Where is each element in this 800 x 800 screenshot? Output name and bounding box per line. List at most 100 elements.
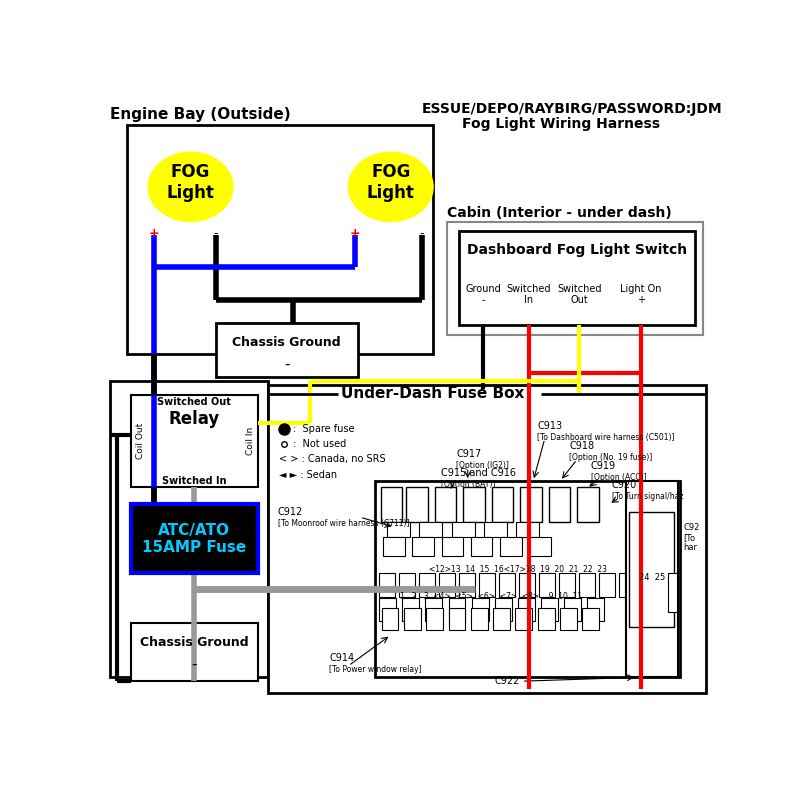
- Bar: [479, 574, 494, 597]
- Bar: [381, 487, 402, 522]
- Text: [Option (BAT)]: [Option (BAT)]: [441, 480, 495, 490]
- Ellipse shape: [349, 152, 433, 222]
- Bar: [599, 574, 615, 597]
- Bar: [549, 487, 570, 522]
- Text: Coil In: Coil In: [246, 427, 255, 455]
- Text: :  Spare fuse: : Spare fuse: [293, 424, 354, 434]
- Bar: [379, 574, 394, 597]
- Bar: [399, 574, 414, 597]
- Bar: [426, 608, 443, 630]
- Text: [Option (ACC)]: [Option (ACC)]: [591, 473, 646, 482]
- Bar: [402, 598, 419, 621]
- Text: Chassis Ground: Chassis Ground: [233, 336, 341, 349]
- Bar: [538, 608, 554, 630]
- Text: Ground
-: Ground -: [466, 284, 501, 306]
- Text: Switched
In: Switched In: [506, 284, 551, 306]
- Bar: [499, 574, 514, 597]
- Bar: [426, 598, 442, 621]
- Bar: [619, 574, 635, 597]
- Bar: [530, 538, 551, 557]
- Bar: [579, 574, 595, 597]
- Text: [Option (IG2)]: [Option (IG2)]: [456, 461, 509, 470]
- Text: C92: C92: [683, 522, 700, 532]
- Text: Relay: Relay: [169, 410, 220, 429]
- Bar: [419, 574, 434, 597]
- Bar: [126, 126, 433, 354]
- Text: Light On
+: Light On +: [620, 284, 662, 306]
- Text: C917: C917: [456, 449, 482, 459]
- Bar: [541, 598, 558, 621]
- Bar: [516, 522, 539, 538]
- Bar: [520, 487, 542, 522]
- Bar: [668, 574, 677, 612]
- Bar: [404, 608, 421, 630]
- Text: Cabin (Interior - under dash): Cabin (Interior - under dash): [447, 206, 672, 220]
- Text: [To Power window relay]: [To Power window relay]: [329, 665, 422, 674]
- Text: [Option (No. 19 fuse)]: [Option (No. 19 fuse)]: [570, 454, 653, 462]
- Bar: [439, 574, 454, 597]
- Bar: [434, 487, 456, 522]
- Text: Chassis Ground: Chassis Ground: [140, 636, 249, 650]
- Text: C919: C919: [591, 461, 616, 470]
- Bar: [492, 487, 513, 522]
- Bar: [382, 608, 398, 630]
- Bar: [447, 222, 703, 335]
- Text: < > : Canada, no SRS: < > : Canada, no SRS: [279, 454, 386, 465]
- Text: -: -: [214, 226, 218, 239]
- Bar: [493, 608, 510, 630]
- Bar: [131, 394, 258, 487]
- Text: Dashboard Fog Light Switch: Dashboard Fog Light Switch: [467, 243, 687, 257]
- Text: ATC/ATO
15AMP Fuse: ATC/ATO 15AMP Fuse: [142, 522, 246, 555]
- Text: Switched Out: Switched Out: [158, 398, 231, 407]
- Bar: [110, 381, 267, 678]
- Text: Fog Light Wiring Harness: Fog Light Wiring Harness: [462, 117, 659, 130]
- Text: FOG
Light: FOG Light: [166, 163, 214, 202]
- Bar: [515, 608, 533, 630]
- Bar: [463, 487, 485, 522]
- Text: C915 and C916: C915 and C916: [441, 468, 516, 478]
- Text: Switched In: Switched In: [162, 476, 226, 486]
- Bar: [500, 538, 522, 557]
- Bar: [216, 323, 358, 377]
- Text: Under-Dash Fuse Box: Under-Dash Fuse Box: [341, 386, 524, 402]
- Bar: [379, 598, 396, 621]
- Bar: [449, 608, 466, 630]
- Text: har: har: [683, 542, 698, 552]
- Bar: [406, 487, 428, 522]
- Bar: [626, 481, 678, 678]
- Text: [To Turn signal/haz: [To Turn signal/haz: [612, 492, 683, 501]
- Text: C920: C920: [612, 480, 637, 490]
- Ellipse shape: [148, 152, 233, 222]
- Bar: [267, 385, 706, 693]
- Text: Switched
Out: Switched Out: [557, 284, 602, 306]
- Text: C912: C912: [278, 507, 303, 517]
- Text: :  Not used: : Not used: [293, 439, 346, 449]
- Bar: [587, 598, 604, 621]
- Bar: [449, 598, 466, 621]
- Bar: [442, 538, 463, 557]
- Bar: [630, 512, 674, 627]
- Bar: [494, 598, 512, 621]
- Bar: [131, 623, 258, 682]
- Bar: [564, 598, 581, 621]
- Bar: [451, 522, 474, 538]
- Text: 24  25: 24 25: [638, 573, 665, 582]
- Text: 1   2   3  <4>  <5>  <6>  <7>  <8>    9  10  11: 1 2 3 <4> <5> <6> <7> <8> 9 10 11: [400, 592, 582, 601]
- Bar: [458, 230, 695, 325]
- Bar: [518, 598, 534, 621]
- Bar: [539, 574, 554, 597]
- Bar: [375, 481, 679, 678]
- Bar: [419, 522, 442, 538]
- Bar: [471, 608, 488, 630]
- Bar: [387, 522, 410, 538]
- Text: +: +: [350, 226, 360, 239]
- Text: C922: C922: [494, 676, 520, 686]
- Bar: [560, 608, 577, 630]
- Text: ESSUE/DEPO/RAYBIRG/PASSWORD:JDM: ESSUE/DEPO/RAYBIRG/PASSWORD:JDM: [422, 102, 722, 116]
- Text: Coil Out: Coil Out: [136, 423, 145, 459]
- Bar: [131, 504, 258, 574]
- Text: C913: C913: [537, 421, 562, 430]
- Bar: [484, 522, 507, 538]
- Text: [To Dashboard wire harness (C501)]: [To Dashboard wire harness (C501)]: [537, 433, 674, 442]
- Text: FOG
Light: FOG Light: [367, 163, 414, 202]
